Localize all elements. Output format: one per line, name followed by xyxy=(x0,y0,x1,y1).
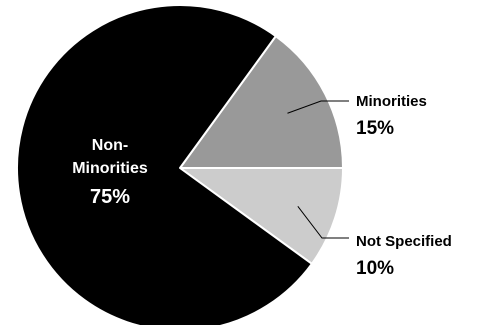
slice-label-minorities: Minorities xyxy=(356,93,427,110)
slice-value-not-specified: 10% xyxy=(356,258,394,279)
pie-slice-not-specified xyxy=(179,167,344,265)
leader-line-minorities xyxy=(287,100,349,114)
slice-value-non-minorities: 75% xyxy=(90,186,130,208)
slice-label-non-minorities-line-2: Minorities xyxy=(72,160,148,177)
leader-lines xyxy=(287,100,349,239)
pie-slice-non-minorities xyxy=(16,4,313,325)
leader-line-not-specified xyxy=(297,205,349,239)
pie-slices xyxy=(16,4,344,325)
slice-label-not-specified: Not Specified xyxy=(356,233,452,250)
slice-label-non-minorities-line-1: Non- xyxy=(92,137,128,154)
slice-value-minorities: 15% xyxy=(356,118,394,139)
pie-slice-minorities xyxy=(179,35,344,169)
